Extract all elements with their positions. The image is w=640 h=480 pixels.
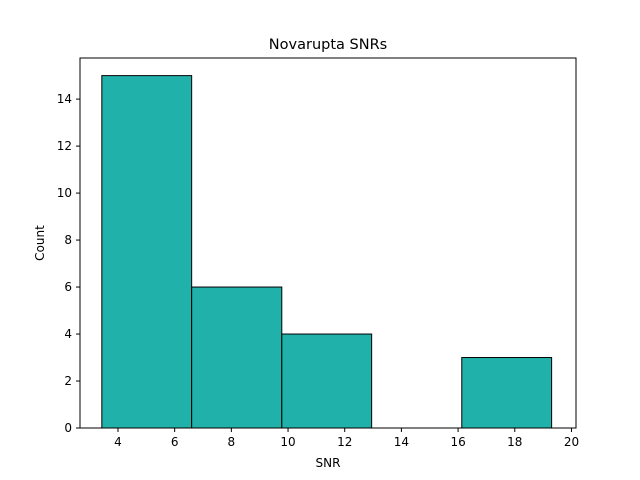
x-tick-label: 12 xyxy=(337,435,352,449)
bars-group xyxy=(101,75,553,429)
x-axis-label: SNR xyxy=(316,456,341,470)
y-tick-label: 14 xyxy=(57,92,72,106)
histogram-bar-0 xyxy=(101,75,193,429)
x-tick-label: 20 xyxy=(564,435,579,449)
histogram-bar-2 xyxy=(281,333,373,429)
x-tick-label: 16 xyxy=(450,435,465,449)
x-tick-label: 4 xyxy=(114,435,122,449)
chart-title: Novarupta SNRs xyxy=(269,37,387,53)
y-tick-label: 2 xyxy=(64,374,72,388)
y-tick-label: 8 xyxy=(64,233,72,247)
y-axis-ticks: 0 2 4 6 8 10 12 14 xyxy=(57,92,80,435)
x-tick-label: 18 xyxy=(507,435,522,449)
x-tick-label: 8 xyxy=(228,435,236,449)
x-axis-ticks: 4 6 8 10 12 14 16 18 20 xyxy=(114,428,579,449)
y-tick-label: 4 xyxy=(64,327,72,341)
y-tick-label: 10 xyxy=(57,186,72,200)
plot-frame xyxy=(79,57,577,429)
x-tick-label: 14 xyxy=(394,435,409,449)
y-tick-label: 6 xyxy=(64,280,72,294)
x-tick-label: 6 xyxy=(171,435,179,449)
y-tick-label: 0 xyxy=(64,421,72,435)
y-tick-label: 12 xyxy=(57,139,72,153)
y-axis-label: Count xyxy=(33,225,47,261)
histogram-bar-1 xyxy=(191,286,283,429)
x-tick-label: 10 xyxy=(280,435,295,449)
histogram-bar-4 xyxy=(461,357,553,429)
